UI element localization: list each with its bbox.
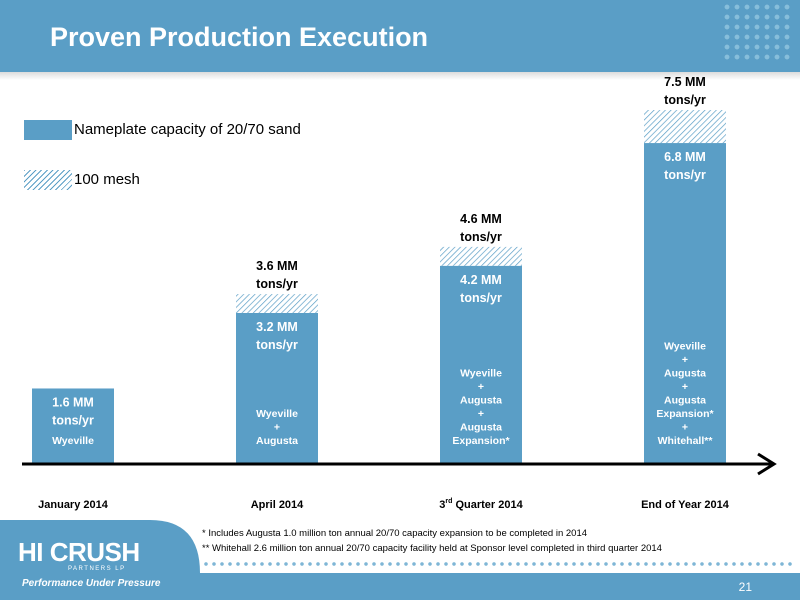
x-tick-label-3: End of Year 2014: [641, 499, 730, 511]
company-tagline: Performance Under Pressure: [22, 578, 161, 589]
bar-100-mesh-3: [644, 110, 726, 144]
bar-value-label-2: 4.2 MM tons/yr: [460, 273, 502, 305]
footnote-augusta: * Includes Augusta 1.0 million ton annua…: [202, 528, 588, 539]
legend-label-nameplate: Nameplate capacity of 20/70 sand: [74, 121, 301, 138]
bar-facility-label-2: Wyeville + Augusta + Augusta Expansion*: [452, 368, 510, 448]
header-bar: Proven Production Execution: [0, 0, 800, 72]
bar-total-label-2: 4.6 MM tons/yr: [460, 212, 502, 244]
bar-nameplate-0: [32, 388, 114, 464]
bar-100-mesh-1: [236, 294, 318, 313]
page-title: Proven Production Execution: [50, 22, 429, 52]
bar-nameplate-2: [440, 265, 522, 464]
x-tick-label-1: April 2014: [251, 499, 304, 511]
timeline-arrowhead-icon: [757, 452, 777, 476]
bar-100-mesh-2: [440, 246, 522, 266]
footnote-whitehall: ** Whitehall 2.6 million ton annual 20/7…: [202, 543, 662, 554]
company-logo-subtitle: PARTNERS LP: [68, 566, 126, 572]
header-dot-pattern: [722, 2, 792, 64]
bar-facility-label-3: Wyeville + Augusta + Augusta Expansion* + White…: [656, 341, 714, 448]
company-logo: HI CRUSH: [18, 537, 140, 567]
bar-value-label-3: 6.8 MM tons/yr: [664, 150, 706, 182]
legend-label-100-mesh: 100 mesh: [74, 171, 140, 188]
x-tick-label-0: January 2014: [38, 499, 109, 511]
bar-nameplate-1: [236, 312, 318, 464]
bar-total-label-3: 7.5 MM tons/yr: [664, 75, 706, 107]
header-shadow: [0, 72, 800, 80]
bar-nameplate-3: [644, 143, 726, 465]
footer-dot-pattern: [202, 561, 792, 567]
bar-value-label-1: 3.2 MM tons/yr: [256, 320, 298, 352]
bar-facility-label-0: Wyeville: [52, 435, 94, 447]
bar-facility-label-1: Wyeville + Augusta: [256, 408, 298, 447]
bar-value-label-0: 1.6 MM tons/yr: [52, 395, 94, 427]
legend-swatch-nameplate: [24, 120, 72, 140]
page-number: 21: [738, 580, 752, 594]
bar-total-label-1: 3.6 MM tons/yr: [256, 259, 298, 291]
footer-logo-panel: [0, 520, 200, 600]
x-tick-label-2: 3rd Quarter 2014: [439, 498, 523, 511]
legend-swatch-100-mesh: [24, 170, 72, 190]
